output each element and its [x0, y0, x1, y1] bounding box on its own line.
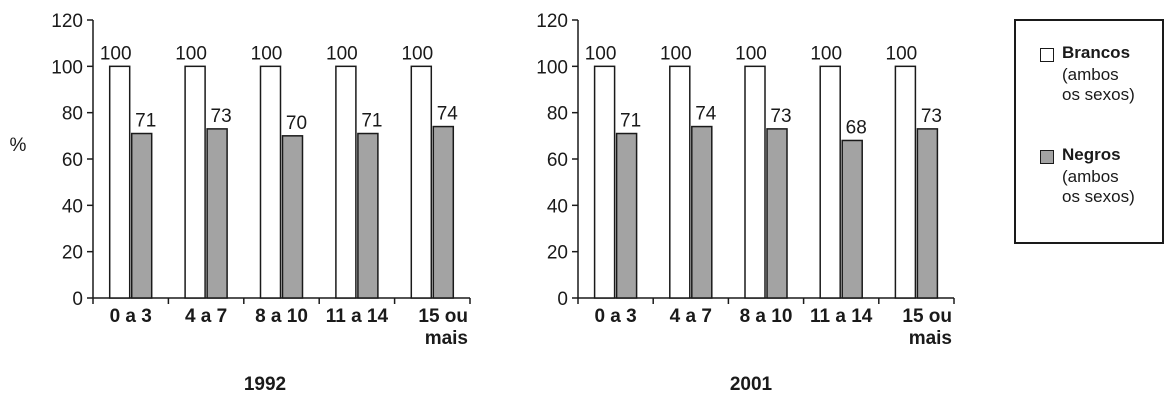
category-label-1-3-0: 11 a 14	[810, 306, 873, 327]
bar-negros-0-3	[357, 132, 379, 299]
y-tick-label-1-5: 100	[536, 57, 568, 78]
data-label-negros-0-4: 74	[437, 104, 459, 125]
category-label-0-3-0: 11 a 14	[326, 306, 389, 327]
data-label-negros-1-0: 71	[620, 111, 641, 132]
legend-swatch-negros	[1040, 150, 1054, 164]
data-label-brancos-1-1: 100	[660, 43, 692, 64]
bar-negros-1-3	[841, 139, 863, 299]
legend-desc-negros: (ambos os sexos)	[1062, 167, 1135, 206]
category-label-0-0-0: 0 a 3	[110, 306, 152, 327]
data-label-negros-1-3: 68	[846, 117, 867, 138]
data-label-negros-0-1: 73	[211, 106, 232, 127]
y-tick-label-0-0: 0	[72, 289, 83, 310]
y-tick-label-1-3: 60	[547, 150, 568, 171]
bar-negros-0-0	[130, 132, 153, 299]
y-tick-label-1-0: 0	[557, 289, 568, 310]
data-label-brancos-1-3: 100	[810, 43, 842, 64]
y-tick-label-1-4: 80	[547, 104, 568, 125]
y-tick-label-0-4: 80	[62, 104, 83, 125]
data-label-brancos-1-4: 100	[886, 43, 918, 64]
bar-brancos-1-0	[593, 65, 616, 299]
category-label-0-4-0: 15 ou	[418, 306, 468, 327]
data-label-brancos-1-0: 100	[585, 43, 617, 64]
legend-desc-brancos: (ambos os sexos)	[1062, 65, 1135, 104]
bar-negros-0-1	[206, 128, 228, 299]
bar-brancos-0-4	[410, 65, 433, 299]
bar-brancos-0-0	[108, 65, 131, 299]
bar-negros-1-2	[766, 128, 788, 299]
category-label-0-2-0: 8 a 10	[255, 306, 308, 327]
y-tick-label-1-6: 120	[536, 11, 568, 32]
legend-swatch-brancos	[1040, 48, 1054, 62]
bar-negros-0-2	[281, 135, 304, 299]
bar-brancos-1-1	[669, 65, 691, 299]
y-tick-label-0-5: 100	[51, 57, 83, 78]
chart-title-1: 2001	[730, 374, 773, 395]
data-label-negros-0-0: 71	[135, 111, 156, 132]
data-label-brancos-0-2: 100	[251, 43, 283, 64]
chart-title-0: 1992	[244, 374, 286, 395]
y-tick-label-0-1: 20	[62, 243, 83, 264]
y-tick-label-0-6: 120	[51, 11, 83, 32]
bar-brancos-0-1	[184, 65, 206, 299]
bar-negros-1-4	[916, 128, 939, 299]
data-label-brancos-0-0: 100	[100, 43, 132, 64]
bar-negros-1-1	[691, 125, 713, 299]
bar-brancos-1-3	[819, 65, 841, 299]
y-axis-label-0: %	[10, 135, 27, 156]
bar-negros-0-4	[432, 125, 455, 299]
data-label-negros-0-2: 70	[286, 113, 307, 134]
y-tick-label-0-2: 40	[62, 196, 83, 217]
data-label-brancos-1-2: 100	[735, 43, 767, 64]
bar-brancos-1-4	[894, 65, 917, 299]
category-label-1-2-0: 8 a 10	[740, 306, 793, 327]
legend: Brancos (ambos os sexos) Negros (ambos o…	[1014, 19, 1164, 244]
category-label-1-1-0: 4 a 7	[670, 306, 712, 327]
legend-label-negros: Negros	[1062, 145, 1121, 164]
data-label-brancos-0-3: 100	[326, 43, 358, 64]
data-label-brancos-0-1: 100	[175, 43, 207, 64]
bar-brancos-1-2	[744, 65, 766, 299]
data-label-negros-1-1: 74	[695, 104, 717, 125]
category-label-0-4-1: mais	[425, 328, 468, 349]
data-label-brancos-0-4: 100	[401, 43, 433, 64]
legend-label-brancos: Brancos	[1062, 43, 1131, 62]
category-label-1-4-1: mais	[909, 328, 952, 349]
category-label-1-0-0: 0 a 3	[594, 306, 636, 327]
bar-brancos-0-2	[259, 65, 282, 299]
bar-negros-1-0	[615, 132, 638, 299]
bar-brancos-0-3	[335, 65, 357, 299]
y-tick-label-0-3: 60	[62, 150, 83, 171]
data-label-negros-1-4: 73	[921, 106, 942, 127]
data-label-negros-0-3: 71	[361, 111, 382, 132]
category-label-0-1-0: 4 a 7	[185, 306, 227, 327]
data-label-negros-1-2: 73	[770, 106, 791, 127]
y-tick-label-1-1: 20	[547, 243, 568, 264]
category-label-1-4-0: 15 ou	[902, 306, 952, 327]
y-tick-label-1-2: 40	[547, 196, 568, 217]
